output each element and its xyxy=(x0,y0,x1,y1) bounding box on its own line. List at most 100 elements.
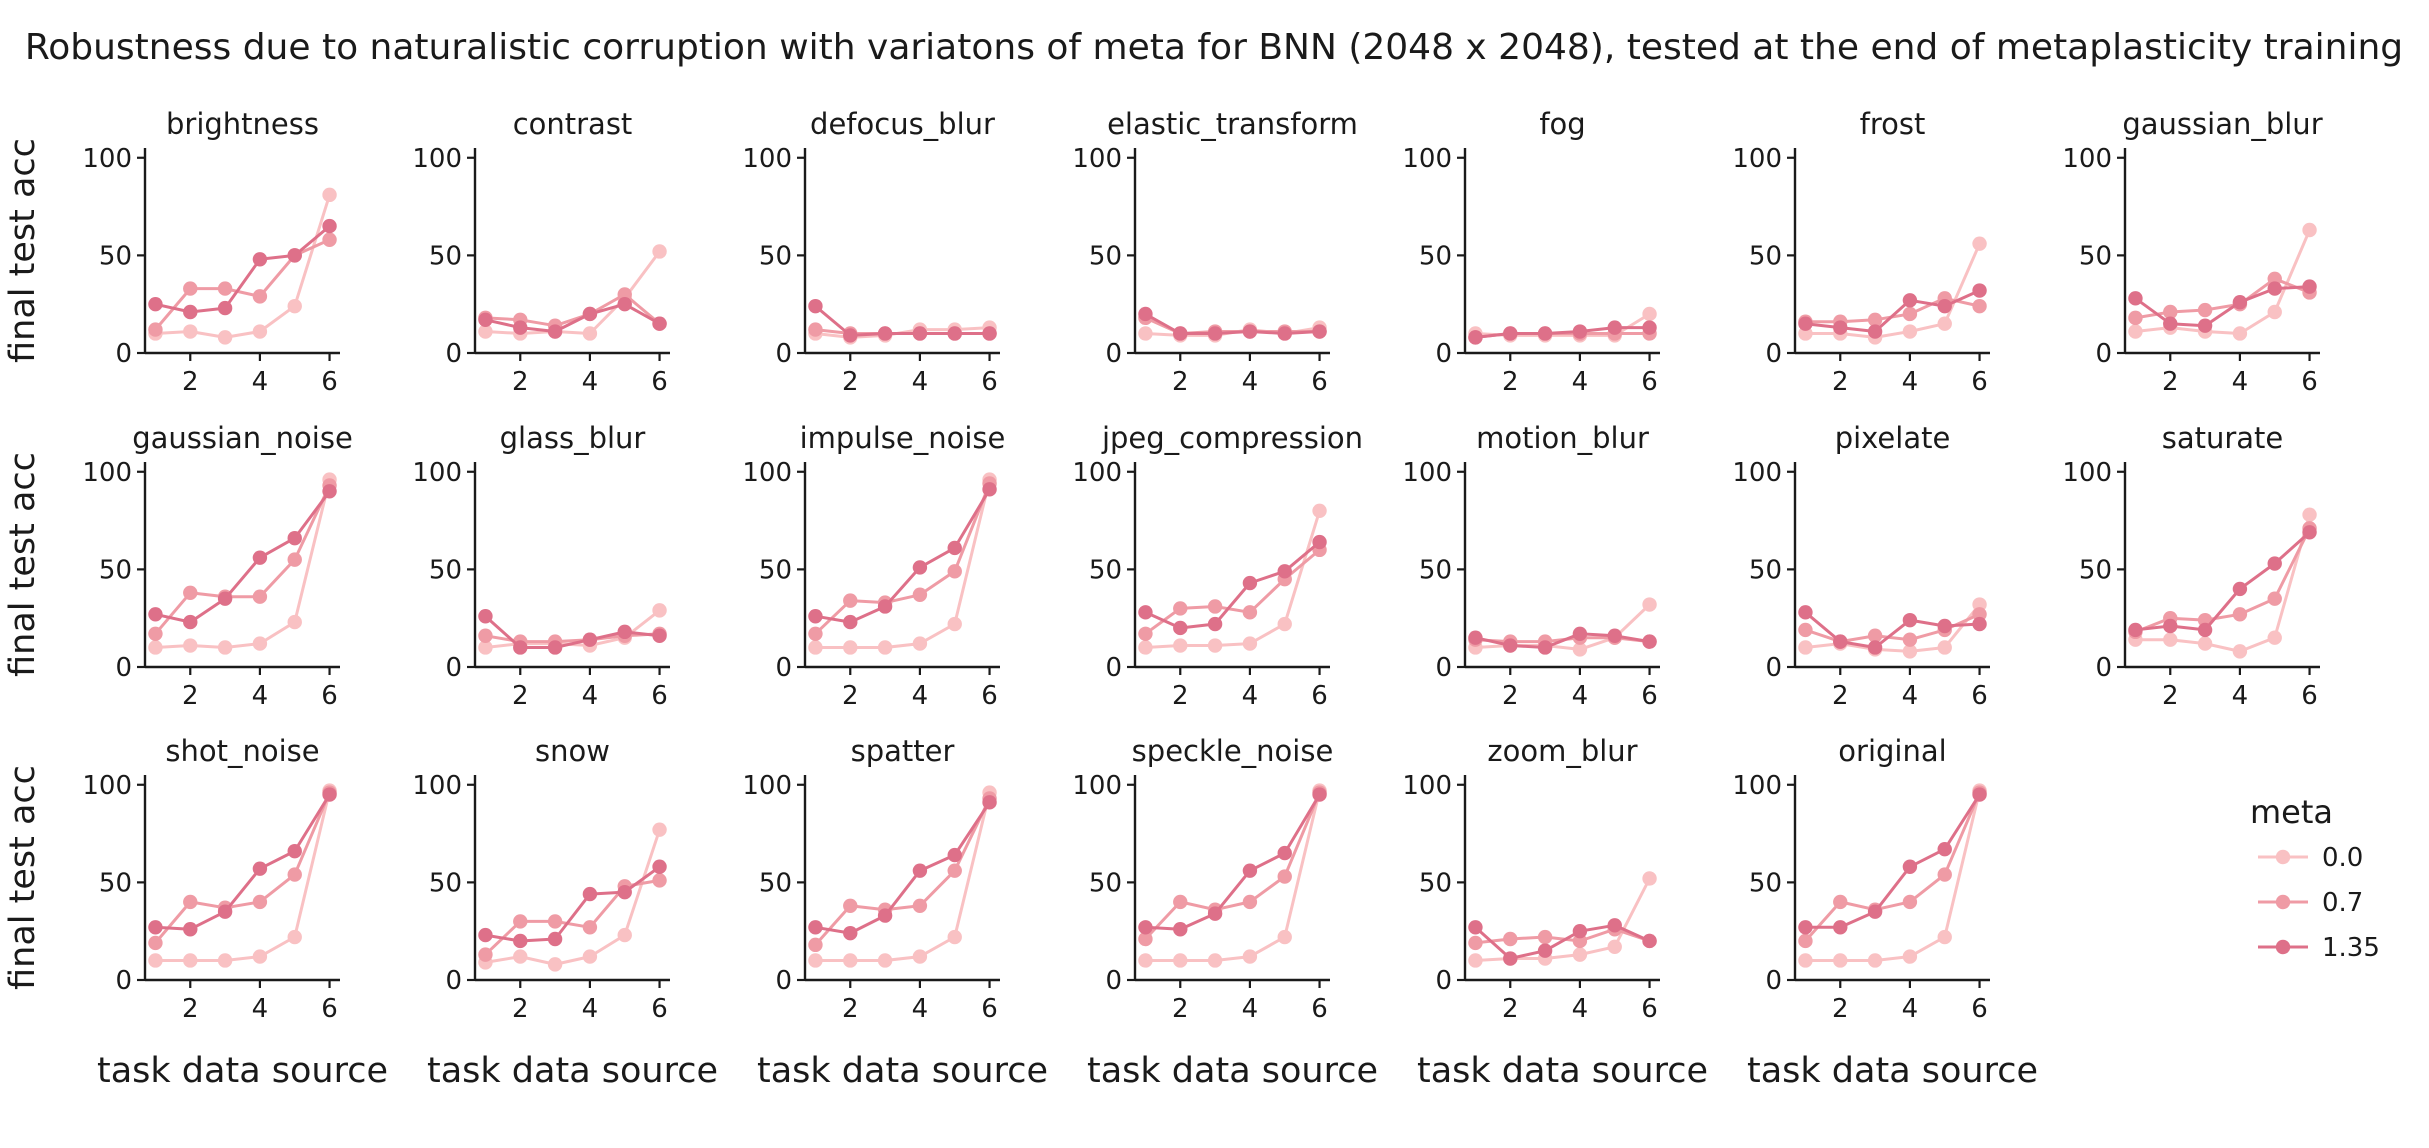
series-line-0.0 xyxy=(155,790,332,962)
data-point xyxy=(252,949,268,964)
data-point xyxy=(877,326,893,341)
data-point xyxy=(1972,616,1987,632)
data-point xyxy=(478,927,493,943)
data-point xyxy=(1833,894,1848,910)
series-line-0.0 xyxy=(1145,510,1322,649)
x-tick-label: 4 xyxy=(582,367,599,397)
data-point xyxy=(582,326,598,341)
series-line-0.0 xyxy=(1475,877,1651,962)
data-point xyxy=(1937,640,1952,655)
data-point xyxy=(1207,638,1223,653)
y-tick-label: 0 xyxy=(445,653,462,683)
data-point xyxy=(183,614,198,630)
data-point xyxy=(252,636,268,651)
data-point xyxy=(1173,894,1188,910)
y-tick-label: 100 xyxy=(1732,771,1782,801)
data-point xyxy=(877,599,893,614)
panel-title: pixelate xyxy=(1835,421,1951,455)
panel-saturate: saturate 0 50 100 2 4 6 xyxy=(2062,421,2320,711)
y-tick-label: 0 xyxy=(115,339,132,369)
x-tick-label: 4 xyxy=(252,994,269,1024)
x-tick-label: 6 xyxy=(981,681,998,711)
data-point xyxy=(2302,279,2317,294)
data-point xyxy=(1207,953,1223,968)
data-point xyxy=(252,861,268,876)
x-tick-label: 4 xyxy=(2232,367,2249,397)
data-point xyxy=(217,300,233,316)
x-tick-label: 6 xyxy=(2301,681,2318,711)
data-point xyxy=(2302,525,2317,540)
data-point xyxy=(1833,320,1848,335)
data-point xyxy=(1242,575,1258,591)
x-tick-label: 6 xyxy=(321,367,338,397)
x-tick-label: 2 xyxy=(182,994,199,1024)
x-tick-label: 2 xyxy=(1832,994,1849,1024)
data-point xyxy=(1468,330,1483,345)
x-tick-label: 4 xyxy=(1572,367,1589,397)
data-point xyxy=(2302,222,2317,238)
y-tick-label: 50 xyxy=(1419,555,1452,585)
data-point xyxy=(547,931,563,947)
panel-jpeg-compression: jpeg_compression 0 50 100 2 4 6 xyxy=(1072,421,1363,711)
panel-snow: snow 0 50 100 2 4 6 xyxy=(412,734,670,1024)
data-point xyxy=(808,920,823,935)
data-point xyxy=(2267,281,2282,296)
x-tick-label: 6 xyxy=(651,681,668,711)
data-point xyxy=(547,640,563,655)
data-point xyxy=(478,312,493,328)
x-tick-label: 6 xyxy=(1641,994,1658,1024)
data-point xyxy=(1798,953,1813,968)
x-tick-label: 2 xyxy=(1172,367,1189,397)
data-point xyxy=(1867,324,1883,339)
x-tick-label: 2 xyxy=(2162,367,2179,397)
legend-swatch-marker xyxy=(2275,939,2291,955)
x-tick-label: 4 xyxy=(912,367,929,397)
y-tick-label: 100 xyxy=(2062,144,2112,174)
y-tick-label: 0 xyxy=(775,653,792,683)
data-point xyxy=(183,953,198,968)
data-point xyxy=(1503,326,1518,341)
data-point xyxy=(2197,636,2213,651)
data-point xyxy=(252,589,268,604)
y-tick-label: 100 xyxy=(742,144,792,174)
data-point xyxy=(912,326,928,341)
data-point xyxy=(2163,304,2178,320)
data-point xyxy=(1242,863,1258,878)
x-tick-label: 4 xyxy=(582,681,599,711)
panel-title: original xyxy=(1838,734,1946,768)
panel-title: speckle_noise xyxy=(1132,734,1334,768)
data-point xyxy=(1242,605,1258,620)
data-point xyxy=(1798,920,1813,935)
series-line-0.7 xyxy=(814,482,991,635)
data-point xyxy=(1173,601,1188,616)
panel-title: frost xyxy=(1860,107,1926,141)
series-line-0.0 xyxy=(1145,790,1322,962)
data-point xyxy=(582,949,598,964)
data-point xyxy=(1242,636,1258,651)
data-point xyxy=(947,564,962,579)
x-tick-label: 6 xyxy=(1311,367,1328,397)
x-tick-label: 6 xyxy=(981,367,998,397)
data-point xyxy=(148,322,163,337)
data-point xyxy=(1468,630,1483,645)
data-point xyxy=(1138,326,1153,341)
x-tick-label: 4 xyxy=(912,681,929,711)
series-line-1.35 xyxy=(1805,289,1981,333)
data-point xyxy=(843,328,858,343)
data-point xyxy=(2197,302,2213,318)
panel-title: contrast xyxy=(513,107,633,141)
data-point xyxy=(1242,324,1258,339)
y-tick-label: 0 xyxy=(1105,966,1122,996)
series-line-1.35 xyxy=(815,488,991,624)
y-tick-label: 100 xyxy=(1402,144,1452,174)
y-tick-label: 50 xyxy=(1089,555,1122,585)
data-point xyxy=(148,626,163,642)
data-point xyxy=(1833,920,1848,935)
data-point xyxy=(183,281,198,296)
data-point xyxy=(808,609,823,624)
data-point xyxy=(2163,618,2178,634)
data-point xyxy=(1173,326,1188,341)
data-point xyxy=(1468,920,1483,935)
data-point xyxy=(1277,326,1292,341)
series-line-1.35 xyxy=(1474,923,1651,960)
